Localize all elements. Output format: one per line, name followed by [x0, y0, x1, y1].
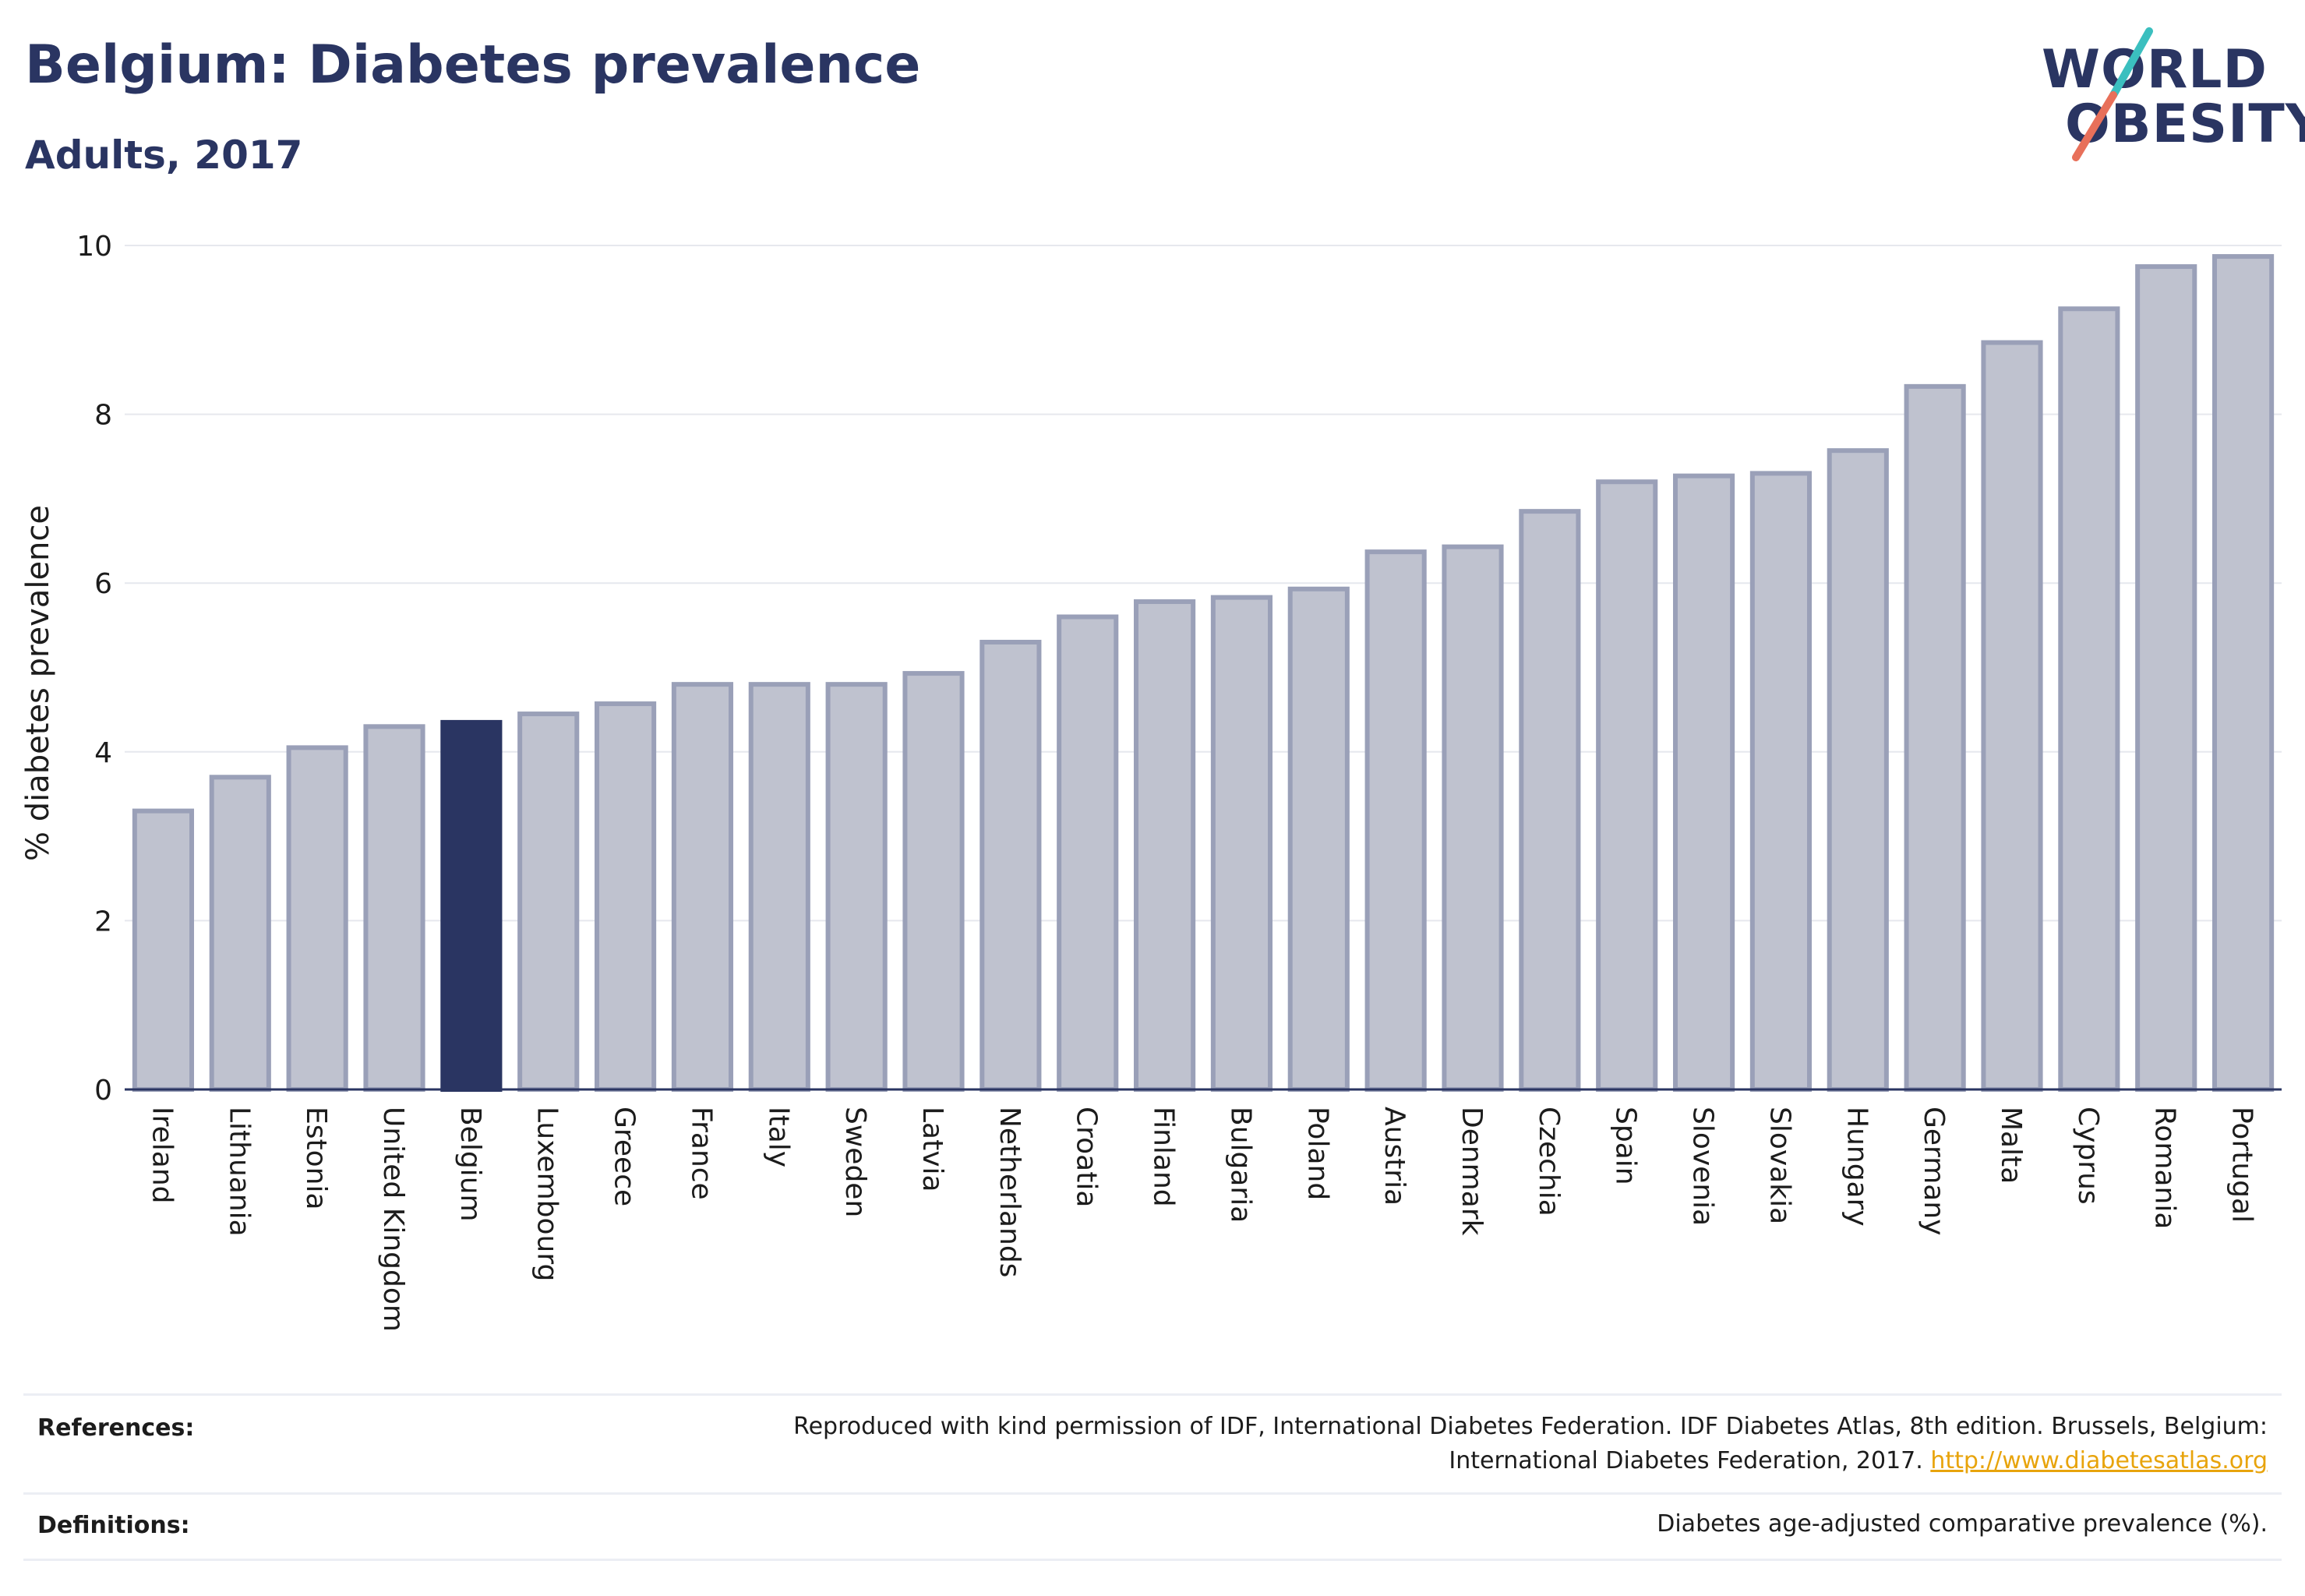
references-line-2-text: International Diabetes Federation, 2017. [1449, 1447, 1923, 1474]
x-tick-label: Bulgaria [1224, 1107, 1256, 1223]
y-tick-label: 4 [94, 737, 112, 769]
bar-germany [1904, 383, 1966, 1092]
x-tick-label: Germany [1918, 1107, 1950, 1235]
bar-united-kingdom [363, 724, 425, 1092]
x-tick-label: Sweden [839, 1107, 871, 1217]
x-tick-label: Hungary [1841, 1107, 1873, 1227]
references-label: References: [37, 1414, 195, 1442]
x-tick-label: Estonia [300, 1107, 332, 1210]
y-axis-label: % diabetes prevalence [20, 505, 56, 861]
x-tick-label: Slovakia [1763, 1107, 1795, 1224]
bar-czechia [1519, 509, 1581, 1092]
x-tick-label: Ireland [146, 1107, 178, 1204]
bar-sweden [825, 682, 888, 1092]
bars [132, 254, 2275, 1093]
bar-croatia [1057, 614, 1119, 1092]
diabetes-atlas-link[interactable]: http://www.diabetesatlas.org [1930, 1447, 2268, 1474]
y-tick-label: 0 [94, 1075, 112, 1107]
y-tick-label: 6 [94, 568, 112, 600]
bar-denmark [1442, 544, 1504, 1093]
definitions-text: Diabetes age-adjusted comparative preval… [1657, 1510, 2268, 1538]
bar-poland [1287, 586, 1350, 1092]
definitions-row: Definitions: Diabetes age-adjusted compa… [23, 1495, 2282, 1561]
x-tick-label: Lithuania [223, 1107, 255, 1237]
references-row: References: Reproduced with kind permiss… [23, 1396, 2282, 1495]
bar-luxembourg [517, 711, 580, 1092]
y-tick-label: 2 [94, 906, 112, 937]
x-tick-label: Czechia [1533, 1107, 1565, 1216]
references-text: Reproduced with kind permission of IDF, … [793, 1410, 2268, 1478]
x-tick-label: Finland [1148, 1107, 1180, 1207]
x-tick-label: Croatia [1071, 1107, 1103, 1207]
page-title: Belgium: Diabetes prevalence [25, 34, 921, 96]
references-line-2: International Diabetes Federation, 2017.… [793, 1444, 2268, 1478]
y-tick-labels: 0 2 4 6 8 10 [76, 231, 112, 1107]
world-obesity-logo: WORLD OBESITY [2026, 23, 2305, 171]
bar-lithuania [209, 775, 271, 1092]
bar-estonia [286, 745, 348, 1092]
x-tick-label: Portugal [2226, 1107, 2258, 1223]
bar-austria [1364, 549, 1427, 1092]
bar-slovenia [1672, 473, 1735, 1092]
bar-belgium [440, 719, 503, 1093]
x-tick-label: Poland [1301, 1107, 1333, 1200]
bar-italy [748, 682, 810, 1092]
references-table: References: Reproduced with kind permiss… [23, 1393, 2282, 1561]
x-tick-label: France [685, 1107, 717, 1200]
bar-malta [1981, 340, 2043, 1093]
bar-spain [1596, 479, 1658, 1092]
page-subtitle: Adults, 2017 [25, 132, 303, 178]
bar-bulgaria [1210, 595, 1273, 1092]
x-tick-label: Romania [2149, 1107, 2181, 1229]
x-tick-label: Belgium [454, 1107, 486, 1222]
y-tick-label: 10 [76, 231, 112, 263]
x-tick-label: Denmark [1456, 1107, 1488, 1236]
bar-latvia [902, 671, 965, 1092]
x-tick-label: Netherlands [994, 1107, 1025, 1277]
x-tick-label: Austria [1378, 1107, 1410, 1206]
logo-slash-icon [2072, 27, 2153, 161]
x-tick-label: Luxembourg [531, 1107, 563, 1281]
x-tick-label: Slovenia [1687, 1107, 1719, 1226]
bar-greece [594, 701, 657, 1092]
y-tick-label: 8 [94, 400, 112, 432]
x-tick-label: Latvia [916, 1107, 948, 1192]
x-tick-label: Italy [762, 1107, 794, 1167]
x-tick-label: Spain [1610, 1107, 1642, 1185]
x-tick-label: Cyprus [2072, 1107, 2104, 1205]
x-tick-label: Greece [609, 1107, 641, 1206]
bar-romania [2135, 264, 2197, 1093]
bar-hungary [1827, 448, 1889, 1092]
logo-line-1: WORLD [2042, 39, 2268, 101]
x-tick-label: United Kingdom [377, 1107, 409, 1332]
bar-ireland [132, 808, 195, 1092]
bar-cyprus [2058, 306, 2120, 1093]
bar-slovakia [1749, 471, 1813, 1093]
bar-finland [1133, 599, 1196, 1092]
bar-netherlands [980, 640, 1042, 1092]
x-tick-labels: Ireland Lithuania Estonia United Kingdom Bel… [146, 1107, 2257, 1332]
bar-chart: 0 2 4 6 8 10 Ireland Lithuania Estonia United Ki… [20, 231, 2282, 1332]
x-tick-label: Malta [1995, 1107, 2027, 1184]
bar-france [671, 682, 734, 1092]
references-line-1: Reproduced with kind permission of IDF, … [793, 1413, 2268, 1440]
bar-portugal [2211, 254, 2275, 1093]
definitions-label: Definitions: [37, 1512, 190, 1539]
